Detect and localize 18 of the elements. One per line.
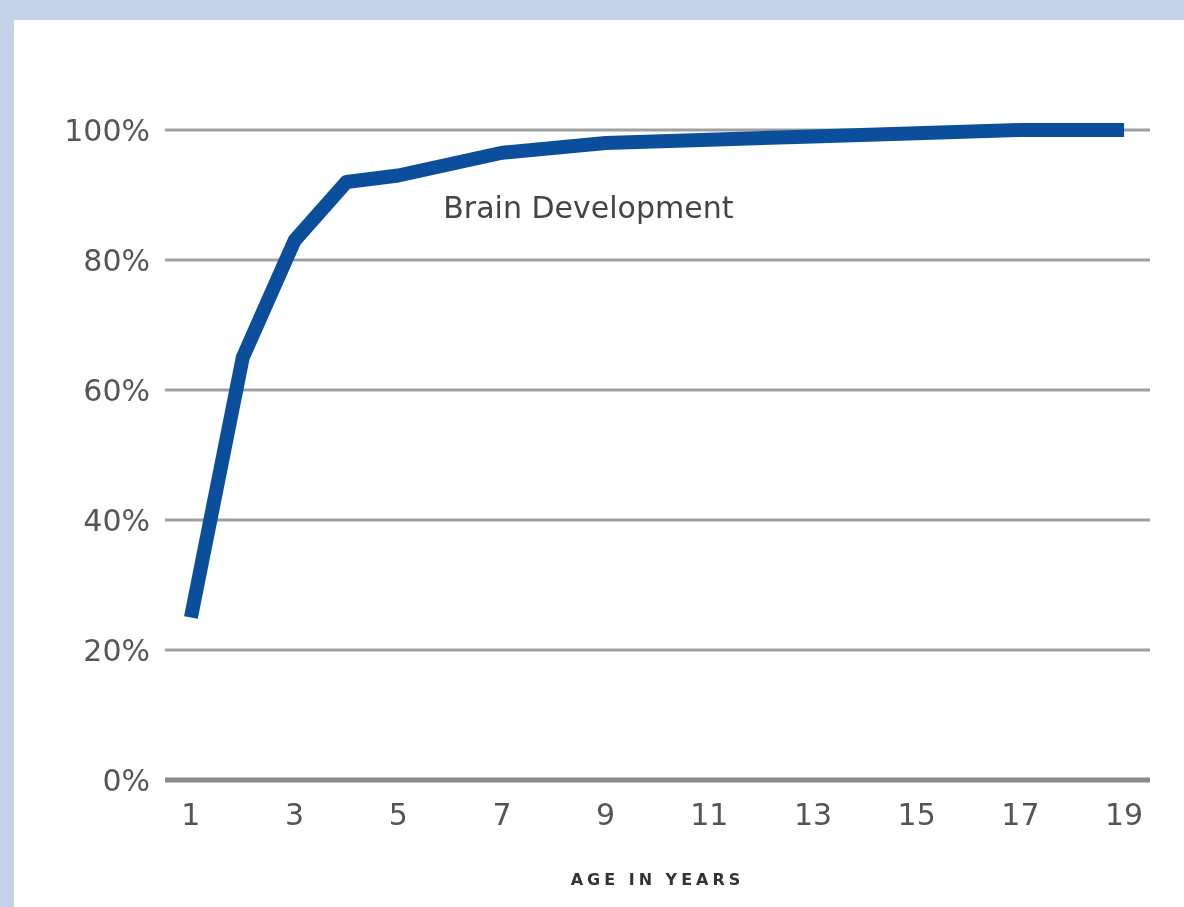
x-tick-label: 15 (897, 797, 936, 832)
x-tick-label: 11 (690, 797, 729, 832)
series-label: Brain Development (443, 189, 734, 225)
x-tick-label: 19 (1104, 797, 1144, 832)
x-tick-label: 5 (388, 797, 408, 832)
x-tick-label: 13 (793, 797, 833, 832)
x-tick-label: 7 (492, 797, 512, 832)
x-tick-label: 1 (181, 797, 201, 832)
x-tick-label: 9 (596, 797, 616, 832)
y-tick-label: 0% (102, 762, 150, 798)
y-tick-label: 100% (64, 112, 150, 148)
x-tick-label: 3 (285, 797, 305, 832)
x-axis-title: AGE IN YEARS (570, 870, 745, 889)
y-tick-label: 80% (83, 242, 150, 278)
y-tick-label: 20% (83, 632, 150, 668)
y-tick-label: 40% (83, 502, 150, 538)
x-tick-label: 17 (1001, 797, 1040, 832)
y-tick-label: 60% (83, 372, 150, 408)
